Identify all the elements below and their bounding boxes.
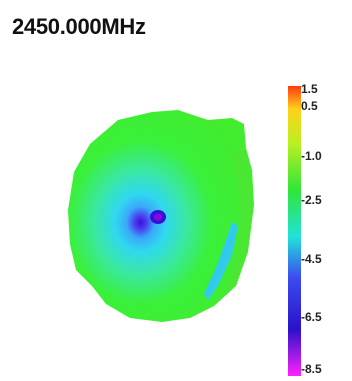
colorbar-ticks: 1.5 0.5 -1.0 -2.5 -4.5 -6.5 -8.5 bbox=[301, 82, 322, 376]
colorbar-tick-label: 0.5 bbox=[301, 99, 318, 113]
field-minimum-core bbox=[154, 213, 162, 221]
field-edge-band bbox=[226, 150, 252, 290]
field-stripe bbox=[204, 222, 238, 300]
colorbar bbox=[288, 86, 301, 376]
colorbar-tick-label: -2.5 bbox=[301, 193, 322, 207]
chart-title: 2450.000MHz bbox=[12, 14, 146, 39]
colorbar-tick-label: -6.5 bbox=[301, 310, 322, 324]
colorbar-tick-label: -4.5 bbox=[301, 252, 322, 266]
colorbar-tick-label: -8.5 bbox=[301, 362, 322, 376]
colorbar-tick-label: 1.5 bbox=[301, 82, 318, 96]
colorbar-tick-label: -1.0 bbox=[301, 149, 322, 163]
